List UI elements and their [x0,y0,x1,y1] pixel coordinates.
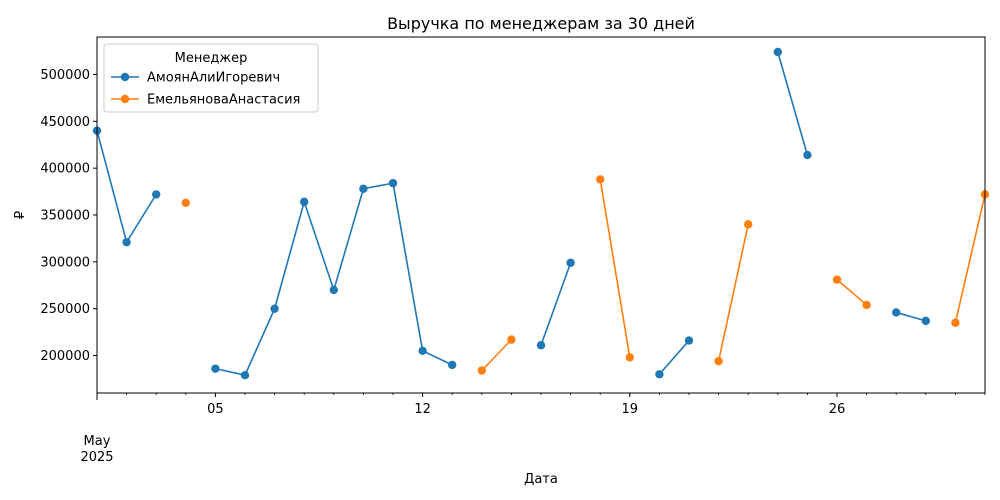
series-line [540,262,572,346]
x-major-sublabel: 2025 [80,450,113,465]
series-line [96,130,157,245]
series-layer [92,47,990,380]
data-point [714,356,723,366]
data-point [803,150,812,160]
y-tick-label: 350000 [40,209,90,224]
data-point [388,178,398,188]
data-point [300,197,309,207]
data-point [359,184,368,193]
data-point [240,371,250,380]
data-point [152,190,161,199]
series-line [658,340,690,375]
series-2 [181,175,990,375]
data-point [329,285,338,295]
x-axis-label: Дата [524,472,558,487]
y-tick-label: 500000 [40,68,90,83]
chart-title: Выручка по менеджерам за 30 дней [387,14,695,33]
data-point [448,360,457,370]
y-axis-label: ₽ [13,211,28,219]
y-tick-label: 250000 [40,302,90,317]
y-axis: 200000 250000 300000 350000 400000 450000 5000… [40,68,97,364]
legend-box [103,43,319,113]
series-line [777,51,809,156]
data-point [211,364,220,373]
data-point [536,341,546,350]
y-tick-label: 200000 [40,349,90,364]
y-tick-label: 450000 [40,115,90,130]
series-line [481,339,512,372]
series-line [954,194,986,323]
data-point [596,175,605,184]
data-point [684,336,694,345]
data-point [181,198,190,208]
legend-marker [120,94,130,104]
series-1 [92,47,930,380]
data-point [418,346,427,356]
x-tick-label: 05 [207,402,224,417]
series-line [836,279,868,306]
y-tick-label: 300000 [40,255,90,270]
legend: Менеджер АмоянАлиИгоревич ЕмельяноваАнаст… [103,43,319,113]
data-point [625,353,634,362]
legend-marker [120,72,130,82]
x-tick-label: 19 [622,402,639,417]
data-point [744,220,753,229]
data-point [122,237,131,247]
data-point [892,308,901,317]
legend-label: АмоянАлиИгоревич [147,71,280,86]
data-point [566,258,575,267]
data-point [862,300,871,310]
data-point [655,370,664,379]
legend-title: Менеджер [175,51,248,66]
series-line [599,179,631,358]
data-point [477,366,486,375]
data-point [921,316,930,326]
series-line [717,224,749,362]
data-point [507,335,516,344]
y-tick-label: 400000 [40,162,90,177]
x-major-label: May [84,434,111,449]
series-line [215,182,453,377]
data-point [773,47,782,57]
legend-label: ЕмельяноваАнастасия [147,93,300,108]
data-point [951,318,960,327]
series-line [895,311,927,322]
data-point [270,304,279,313]
x-tick-label: 26 [829,402,846,417]
x-tick-label: 12 [414,402,431,417]
data-point [832,275,842,284]
